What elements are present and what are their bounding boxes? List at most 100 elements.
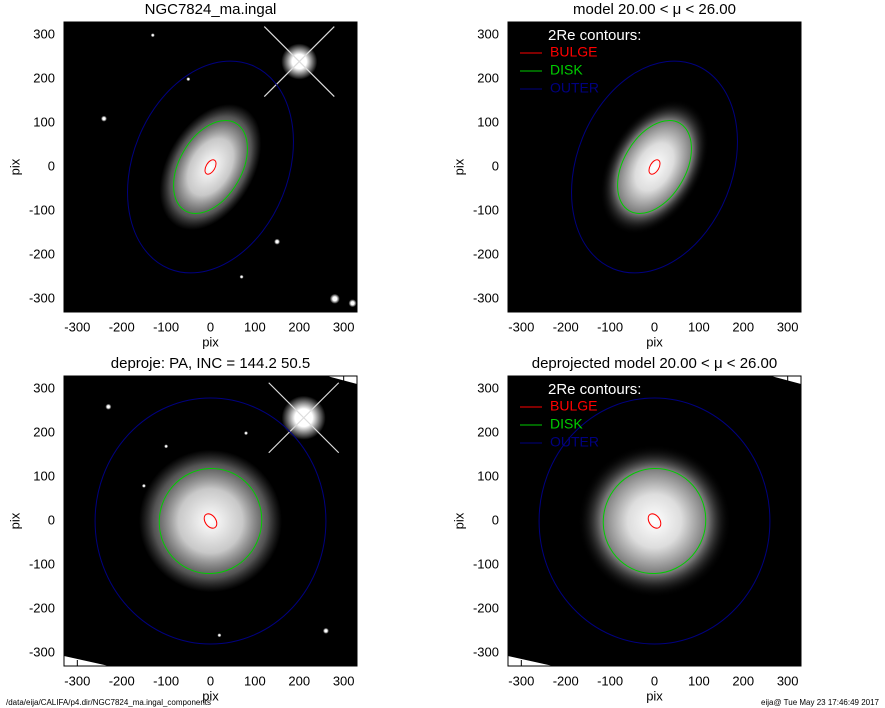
star — [141, 483, 146, 488]
x-tick-label: 300 — [333, 319, 355, 334]
star — [105, 403, 112, 410]
star — [244, 431, 249, 436]
legend-label: OUTER — [550, 434, 599, 450]
x-tick-label: -100 — [597, 319, 623, 334]
y-tick-label: 100 — [477, 468, 499, 483]
contour — [571, 60, 738, 274]
contour — [617, 120, 692, 214]
galaxy-model — [599, 99, 710, 235]
y-tick-label: 200 — [33, 71, 55, 86]
star — [100, 115, 107, 122]
legend-label: BULGE — [550, 398, 597, 414]
x-tick-label: 100 — [688, 319, 710, 334]
star — [322, 627, 329, 634]
y-tick-label: 0 — [48, 158, 55, 173]
footer-path: /data/eija/CALIFA/p4.dir/NGC7824_ma.inga… — [6, 698, 211, 707]
y-axis-label: pix — [451, 158, 466, 175]
x-tick-label: 0 — [651, 319, 658, 334]
y-tick-label: -100 — [473, 556, 499, 571]
blank-corner — [64, 656, 109, 666]
image-panel — [508, 22, 801, 312]
contour — [158, 467, 263, 575]
y-tick-label: -300 — [29, 290, 55, 305]
x-tick-label: 100 — [244, 673, 266, 688]
x-tick-label: 100 — [688, 673, 710, 688]
x-tick-label: 200 — [288, 319, 310, 334]
y-tick-label: -200 — [29, 246, 55, 261]
contour — [647, 513, 662, 529]
y-tick-label: -100 — [29, 556, 55, 571]
star-spike — [263, 26, 335, 97]
x-tick-label: 100 — [244, 319, 266, 334]
y-tick-label: 300 — [477, 27, 499, 42]
x-tick-label: -300 — [508, 319, 534, 334]
y-axis-label: pix — [7, 158, 22, 175]
y-tick-label: 0 — [492, 158, 499, 173]
y-tick-label: 100 — [33, 114, 55, 129]
y-tick-label: 0 — [492, 512, 499, 527]
legend-title: 2Re contours: — [548, 381, 641, 398]
legend-label: DISK — [550, 62, 583, 78]
x-axis-label: pix — [646, 334, 663, 349]
galaxy-light — [139, 449, 282, 593]
star-spike — [268, 382, 340, 454]
x-tick-label: -200 — [109, 673, 135, 688]
image-panel — [508, 376, 801, 666]
y-tick-label: -300 — [29, 644, 55, 659]
galaxy-model — [577, 444, 732, 598]
x-tick-label: 200 — [732, 673, 754, 688]
star — [329, 293, 340, 304]
y-tick-label: -100 — [29, 202, 55, 217]
legend-title: 2Re contours: — [548, 27, 641, 44]
star — [348, 299, 357, 308]
x-tick-label: -200 — [553, 673, 579, 688]
chart-title: NGC7824_ma.ingal — [145, 1, 277, 18]
star — [239, 274, 244, 279]
x-tick-label: 0 — [651, 673, 658, 688]
contour — [602, 467, 707, 575]
x-axis-label: pix — [646, 688, 663, 703]
chart-title: deproje: PA, INC = 144.2 50.5 — [111, 355, 310, 372]
y-tick-label: -300 — [473, 644, 499, 659]
x-tick-label: -200 — [553, 319, 579, 334]
star — [217, 633, 222, 638]
y-tick-label: -300 — [473, 290, 499, 305]
star — [150, 33, 155, 38]
y-tick-label: 300 — [477, 381, 499, 396]
y-tick-label: 100 — [477, 114, 499, 129]
contour — [94, 397, 327, 645]
legend-label: BULGE — [550, 44, 597, 60]
star — [274, 238, 281, 245]
x-tick-label: 300 — [777, 673, 799, 688]
y-tick-label: -200 — [29, 600, 55, 615]
y-tick-label: -200 — [473, 600, 499, 615]
y-tick-label: 300 — [33, 381, 55, 396]
star — [186, 77, 191, 82]
x-axis-label: pix — [202, 688, 219, 703]
x-tick-label: -100 — [597, 673, 623, 688]
y-tick-label: 200 — [33, 425, 55, 440]
chart-title: deprojected model 20.00 < μ < 26.00 — [532, 355, 778, 372]
image-panel — [64, 22, 357, 312]
contour — [173, 120, 248, 214]
contour — [127, 60, 294, 274]
blank-corner — [771, 376, 801, 384]
y-tick-label: 0 — [48, 512, 55, 527]
y-axis-label: pix — [451, 512, 466, 529]
star — [164, 444, 169, 449]
x-tick-label: 200 — [732, 319, 754, 334]
y-tick-label: -100 — [473, 202, 499, 217]
x-tick-label: -300 — [508, 673, 534, 688]
x-tick-label: 300 — [777, 319, 799, 334]
galaxy-light — [159, 104, 262, 230]
y-tick-label: 200 — [477, 425, 499, 440]
chart-title: model 20.00 < μ < 26.00 — [573, 1, 736, 18]
y-tick-label: 200 — [477, 71, 499, 86]
x-axis-label: pix — [202, 334, 219, 349]
x-tick-label: 0 — [207, 319, 214, 334]
footer-stamp: eija@ Tue May 23 17:46:49 2017 — [761, 698, 880, 707]
x-tick-label: -300 — [64, 319, 90, 334]
contour — [204, 159, 217, 175]
